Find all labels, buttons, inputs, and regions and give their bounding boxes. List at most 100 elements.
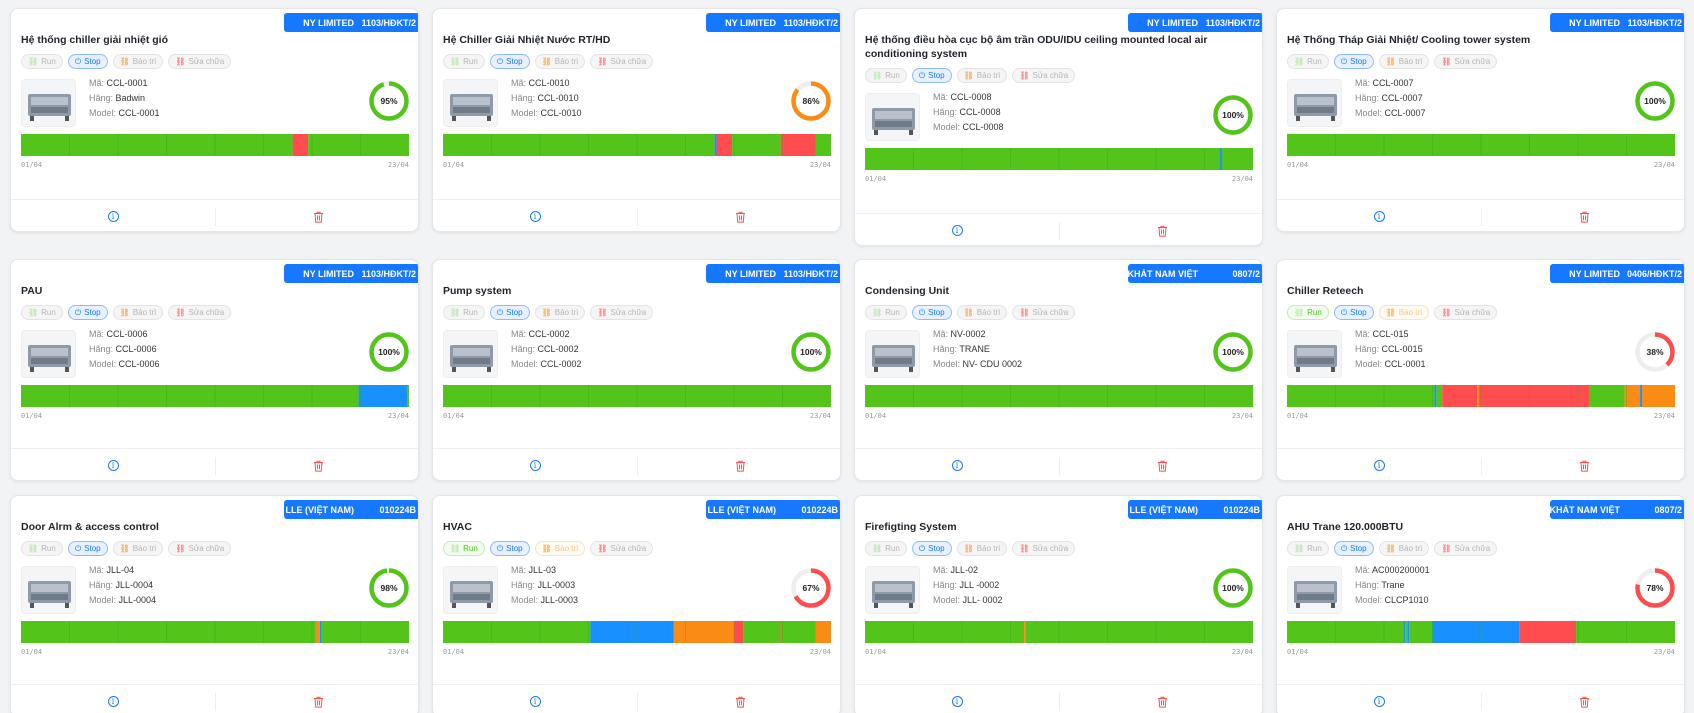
- status-repair-label: Sửa chữa: [610, 308, 647, 317]
- status-run[interactable]: ⛓ Run: [443, 54, 485, 69]
- status-stop[interactable]: ⏻ Stop: [1333, 541, 1374, 556]
- delete-button[interactable]: [1482, 449, 1684, 480]
- status-maintenance[interactable]: ⛓ Bảo trì: [1378, 305, 1430, 320]
- info-button[interactable]: i: [11, 449, 215, 480]
- status-repair[interactable]: ⛓ Sửa chữa: [168, 541, 232, 556]
- contract-number: 010224B: [379, 504, 416, 515]
- status-stop[interactable]: ⏻ Stop: [1333, 305, 1374, 320]
- status-run[interactable]: ⛓ Run: [1287, 54, 1329, 69]
- status-stop[interactable]: ⏻ Stop: [1333, 54, 1374, 69]
- delete-button[interactable]: [1060, 685, 1262, 713]
- tool-icon: ⛓: [175, 544, 186, 553]
- info-value: CCL-0002: [540, 359, 582, 369]
- power-icon: ⏻: [1340, 543, 1348, 553]
- info-button[interactable]: i: [855, 685, 1059, 713]
- equipment-card[interactable]: LLE (VIỆT NAM) 010224B Door Alrm & acces…: [10, 495, 419, 713]
- status-run[interactable]: ⛓ Run: [443, 541, 485, 556]
- status-repair[interactable]: ⛓ Sửa chữa: [1012, 305, 1076, 320]
- delete-button[interactable]: [638, 200, 840, 231]
- info-button[interactable]: i: [433, 200, 637, 231]
- info-button[interactable]: i: [1277, 200, 1481, 231]
- timeline-segment: [865, 385, 1253, 407]
- status-run[interactable]: ⛓ Run: [1287, 541, 1329, 556]
- power-icon: ⏻: [1340, 307, 1348, 317]
- status-run[interactable]: ⛓ Run: [865, 305, 907, 320]
- status-stop[interactable]: ⏻ Stop: [911, 68, 952, 83]
- equipment-card[interactable]: NY LIMITED 1103/HĐKT/2 Hệ Chiller Giải N…: [432, 8, 841, 232]
- info-row: Hãng: Trane: [1355, 578, 1430, 593]
- info-button[interactable]: i: [855, 449, 1059, 480]
- equipment-card[interactable]: NY LIMITED 1103/HĐKT/2 Hệ thống chiller …: [10, 8, 419, 232]
- status-maintenance[interactable]: ⛓ Bảo trì: [956, 541, 1008, 556]
- status-stop[interactable]: ⏻ Stop: [489, 305, 530, 320]
- equipment-card[interactable]: LLE (VIỆT NAM) 010224B Firefigting Syste…: [854, 495, 1263, 713]
- delete-button[interactable]: [638, 449, 840, 480]
- status-stop[interactable]: ⏻ Stop: [911, 541, 952, 556]
- status-repair[interactable]: ⛓ Sửa chữa: [1012, 541, 1076, 556]
- delete-button[interactable]: [1482, 685, 1684, 713]
- status-run[interactable]: ⛓ Run: [21, 54, 63, 69]
- status-timeline: [865, 385, 1253, 407]
- info-button[interactable]: i: [11, 200, 215, 231]
- equipment-card[interactable]: NY LIMITED 1103/HĐKT/2 Hệ thống điều hòa…: [854, 8, 1263, 246]
- status-repair[interactable]: ⛓ Sửa chữa: [168, 305, 232, 320]
- card-footer: i: [11, 684, 418, 713]
- status-maintenance-label: Bảo trì: [132, 57, 157, 66]
- status-stop[interactable]: ⏻ Stop: [67, 541, 108, 556]
- status-run[interactable]: ⛓ Run: [865, 541, 907, 556]
- delete-button[interactable]: [216, 685, 418, 713]
- info-button[interactable]: i: [1277, 685, 1481, 713]
- equipment-card[interactable]: I KHÁT NAM VIỆT 0807/2 Condensing Unit ⛓…: [854, 259, 1263, 481]
- status-maintenance[interactable]: ⛓ Bảo trì: [534, 541, 586, 556]
- delete-button[interactable]: [1060, 449, 1262, 480]
- status-repair[interactable]: ⛓ Sửa chữa: [590, 541, 654, 556]
- info-button[interactable]: i: [1277, 449, 1481, 480]
- delete-button[interactable]: [1482, 200, 1684, 231]
- status-repair[interactable]: ⛓ Sửa chữa: [1434, 305, 1498, 320]
- status-maintenance[interactable]: ⛓ Bảo trì: [534, 54, 586, 69]
- status-run[interactable]: ⛓ Run: [865, 68, 907, 83]
- status-run[interactable]: ⛓ Run: [443, 305, 485, 320]
- equipment-card[interactable]: LLE (VIỆT NAM) 010224B HVAC ⛓ Run ⏻ Stop ⛓…: [432, 495, 841, 713]
- status-maintenance[interactable]: ⛓ Bảo trì: [112, 305, 164, 320]
- status-maintenance[interactable]: ⛓ Bảo trì: [956, 68, 1008, 83]
- status-stop[interactable]: ⏻ Stop: [67, 54, 108, 69]
- status-run[interactable]: ⛓ Run: [1287, 305, 1329, 320]
- equipment-card[interactable]: NY LIMITED 1103/HĐKT/2 Hệ Thống Tháp Giả…: [1276, 8, 1685, 232]
- equipment-card[interactable]: NY LIMITED 1103/HĐKT/2 Pump system ⛓ Run …: [432, 259, 841, 481]
- equipment-card[interactable]: I KHÁT NAM VIỆT 0807/2 AHU Trane 120.000…: [1276, 495, 1685, 713]
- status-maintenance[interactable]: ⛓ Bảo trì: [956, 305, 1008, 320]
- status-maintenance[interactable]: ⛓ Bảo trì: [1378, 541, 1430, 556]
- status-repair[interactable]: ⛓ Sửa chữa: [590, 305, 654, 320]
- status-repair[interactable]: ⛓ Sửa chữa: [1434, 54, 1498, 69]
- status-stop[interactable]: ⏻ Stop: [67, 305, 108, 320]
- status-maintenance[interactable]: ⛓ Bảo trì: [112, 541, 164, 556]
- info-button[interactable]: i: [855, 214, 1059, 245]
- status-stop[interactable]: ⏻ Stop: [489, 541, 530, 556]
- delete-button[interactable]: [1060, 214, 1262, 245]
- equipment-card[interactable]: NY LIMITED 0406/HĐKT/2 Chiller Reteech ⛓…: [1276, 259, 1685, 481]
- timeline-segment: [21, 385, 359, 407]
- status-run[interactable]: ⛓ Run: [21, 541, 63, 556]
- status-maintenance[interactable]: ⛓ Bảo trì: [112, 54, 164, 69]
- status-run[interactable]: ⛓ Run: [21, 305, 63, 320]
- equipment-card[interactable]: NY LIMITED 1103/HĐKT/2 PAU ⛓ Run ⏻ Stop ⛓ B…: [10, 259, 419, 481]
- delete-button[interactable]: [216, 200, 418, 231]
- delete-button[interactable]: [216, 449, 418, 480]
- status-stop[interactable]: ⏻ Stop: [489, 54, 530, 69]
- info-button[interactable]: i: [433, 685, 637, 713]
- status-stop[interactable]: ⏻ Stop: [911, 305, 952, 320]
- status-stop-label: Stop: [506, 308, 523, 317]
- timeline-segment: [292, 134, 309, 156]
- status-repair[interactable]: ⛓ Sửa chữa: [1012, 68, 1076, 83]
- status-maintenance[interactable]: ⛓ Bảo trì: [534, 305, 586, 320]
- info-button[interactable]: i: [433, 449, 637, 480]
- status-repair[interactable]: ⛓ Sửa chữa: [168, 54, 232, 69]
- info-button[interactable]: i: [11, 685, 215, 713]
- timeline-segment: [780, 621, 782, 643]
- status-repair[interactable]: ⛓ Sửa chữa: [590, 54, 654, 69]
- status-timeline: [865, 621, 1253, 643]
- delete-button[interactable]: [638, 685, 840, 713]
- status-maintenance[interactable]: ⛓ Bảo trì: [1378, 54, 1430, 69]
- status-repair[interactable]: ⛓ Sửa chữa: [1434, 541, 1498, 556]
